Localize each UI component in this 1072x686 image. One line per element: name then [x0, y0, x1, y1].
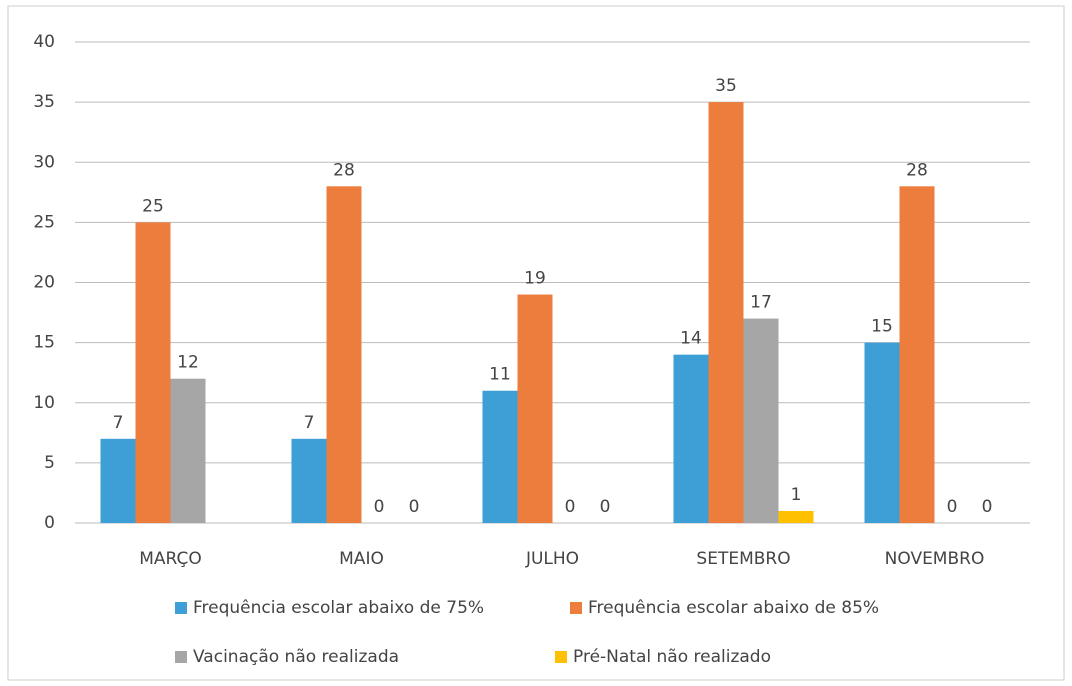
y-tick-label: 15 [33, 333, 55, 353]
x-tick-label: JULHO [525, 549, 579, 569]
y-tick-label: 20 [33, 273, 55, 293]
bar [291, 438, 327, 523]
data-label: 1 [791, 485, 802, 505]
legend-swatch [555, 651, 567, 663]
bar [135, 222, 171, 523]
legend-label: Pré-Natal não realizado [573, 647, 771, 667]
data-label: 0 [982, 497, 993, 517]
bar [482, 390, 518, 523]
legend-swatch [570, 602, 582, 614]
data-label: 7 [304, 413, 315, 433]
y-tick-label: 30 [33, 152, 55, 172]
y-tick-label: 5 [44, 453, 55, 473]
x-tick-label: SETEMBRO [696, 549, 790, 569]
bar [708, 102, 744, 523]
y-tick-label: 0 [44, 513, 55, 533]
data-label: 14 [680, 329, 702, 349]
data-label: 0 [600, 497, 611, 517]
bar [864, 342, 900, 523]
data-label: 19 [524, 269, 546, 289]
bar [517, 294, 553, 523]
bar [743, 318, 779, 523]
data-label: 17 [750, 293, 772, 313]
legend-label: Frequência escolar abaixo de 85% [588, 598, 879, 618]
data-label: 25 [142, 196, 164, 216]
legend-swatch [175, 602, 187, 614]
data-label: 12 [177, 353, 199, 373]
bar [673, 354, 709, 523]
bar [899, 186, 935, 524]
y-tick-label: 10 [33, 393, 55, 413]
data-label: 28 [333, 160, 355, 180]
bar [100, 438, 136, 523]
bar [778, 510, 814, 523]
data-label: 15 [871, 317, 893, 337]
data-label: 35 [715, 76, 737, 96]
x-tick-label: NOVEMBRO [885, 549, 985, 569]
data-label: 0 [947, 497, 958, 517]
bar [326, 186, 362, 524]
y-tick-label: 25 [33, 212, 55, 232]
data-label: 11 [489, 365, 511, 385]
legend-label: Frequência escolar abaixo de 75% [193, 598, 484, 618]
data-label: 28 [906, 160, 928, 180]
legend-label: Vacinação não realizada [193, 647, 399, 667]
y-tick-label: 40 [33, 32, 55, 52]
x-tick-label: MAIO [339, 549, 384, 569]
bar [170, 378, 206, 523]
data-label: 7 [113, 413, 124, 433]
data-label: 0 [565, 497, 576, 517]
y-tick-label: 35 [33, 92, 55, 112]
data-label: 0 [374, 497, 385, 517]
legend-swatch [175, 651, 187, 663]
data-label: 0 [409, 497, 420, 517]
x-tick-label: MARÇO [139, 549, 202, 569]
